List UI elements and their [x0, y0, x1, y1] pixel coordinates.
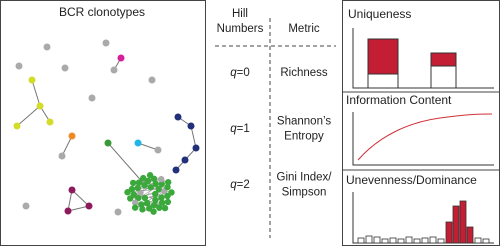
metric-panel [342, 0, 500, 246]
column-header: Hill [232, 8, 248, 20]
cluster-node [132, 199, 139, 206]
section-title: Information Content [346, 93, 452, 107]
cluster-node [158, 180, 165, 188]
cluster-node [156, 204, 163, 211]
cluster-node [128, 185, 136, 193]
network-nodes [13, 39, 200, 216]
cluster-node [164, 198, 172, 206]
cluster-node [141, 194, 149, 202]
cluster-node [138, 201, 145, 208]
illustration-curve [357, 113, 493, 161]
cluster-node [161, 204, 169, 212]
metric-name: Shannon’s [277, 116, 331, 128]
hill-number: q=0 [230, 67, 250, 79]
cluster-node [150, 208, 157, 215]
illustration-bar [430, 65, 457, 89]
hill-number: q=2 [230, 179, 250, 191]
cluster-node [143, 199, 151, 207]
illustration-bars [357, 200, 490, 244]
metric-name: Gini Index/ [277, 172, 333, 184]
network-panel [0, 0, 206, 246]
cluster-node [152, 180, 159, 188]
metric-name: Simpson [282, 187, 327, 199]
panel-title: BCR clonotypes [59, 5, 145, 19]
cluster-node [168, 189, 175, 196]
hill-order: =0 [237, 67, 250, 79]
column-header: Metric [288, 23, 320, 35]
cluster-node [158, 199, 166, 206]
cluster-node [139, 206, 146, 213]
hill-symbol: q [230, 179, 237, 191]
section-title: Unevenness/Dominance [346, 173, 477, 187]
cluster-node [155, 186, 162, 193]
illustration-bar [367, 38, 399, 75]
cluster-node [152, 190, 159, 198]
cluster-node [124, 189, 131, 196]
cluster-node [158, 194, 165, 201]
illustration-bar [430, 52, 457, 67]
hill-order: =2 [237, 179, 250, 191]
cluster-node [158, 175, 165, 183]
hill-number: q=1 [230, 123, 250, 135]
cluster-node [129, 179, 137, 187]
cluster-node [150, 201, 158, 209]
cluster-node [144, 177, 152, 185]
metric-name: Richness [280, 67, 328, 79]
hill-order: =1 [237, 123, 250, 135]
hill-symbol: q [230, 67, 237, 79]
cluster-node [131, 204, 139, 211]
cluster-node [134, 184, 141, 192]
metric-name: Entropy [284, 131, 324, 143]
axes [352, 112, 494, 166]
hill-symbol: q [230, 123, 237, 135]
cluster-node [164, 183, 171, 191]
section-title: Uniqueness [348, 7, 411, 21]
cluster-node [140, 174, 147, 182]
cluster-node [135, 194, 142, 202]
large-clonotype-cluster [124, 172, 175, 215]
cluster-node [127, 195, 134, 202]
cluster-node [135, 179, 143, 186]
column-header: Numbers [217, 23, 264, 35]
cluster-node [165, 179, 172, 186]
cluster-node [152, 196, 159, 204]
cluster-node [146, 172, 154, 179]
cluster-node [147, 184, 154, 191]
cluster-node [137, 189, 144, 196]
illustration-bar [367, 73, 399, 89]
